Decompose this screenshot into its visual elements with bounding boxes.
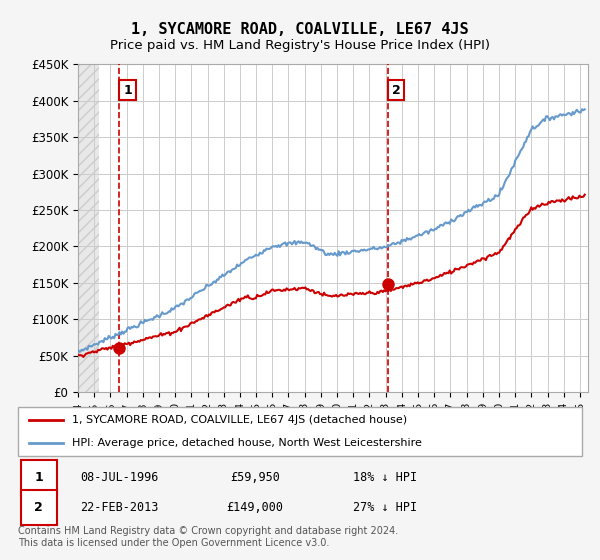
Text: 22-FEB-2013: 22-FEB-2013: [80, 501, 159, 514]
Text: £59,950: £59,950: [230, 472, 280, 484]
Text: 1: 1: [123, 83, 132, 96]
Bar: [21, 460, 58, 496]
Text: HPI: Average price, detached house, North West Leicestershire: HPI: Average price, detached house, Nort…: [71, 438, 421, 448]
Text: 2: 2: [34, 501, 43, 514]
Text: 27% ↓ HPI: 27% ↓ HPI: [353, 501, 416, 514]
Bar: [21, 489, 58, 525]
Text: 18% ↓ HPI: 18% ↓ HPI: [353, 472, 416, 484]
Text: £149,000: £149,000: [226, 501, 283, 514]
Text: 2: 2: [392, 83, 401, 96]
Text: Price paid vs. HM Land Registry's House Price Index (HPI): Price paid vs. HM Land Registry's House …: [110, 39, 490, 52]
Text: 1, SYCAMORE ROAD, COALVILLE, LE67 4JS (detached house): 1, SYCAMORE ROAD, COALVILLE, LE67 4JS (d…: [71, 416, 407, 426]
Text: Contains HM Land Registry data © Crown copyright and database right 2024.
This d: Contains HM Land Registry data © Crown c…: [18, 526, 398, 548]
Text: 1: 1: [34, 472, 43, 484]
Bar: [78, 64, 99, 392]
Text: 08-JUL-1996: 08-JUL-1996: [80, 472, 159, 484]
Text: 1, SYCAMORE ROAD, COALVILLE, LE67 4JS: 1, SYCAMORE ROAD, COALVILLE, LE67 4JS: [131, 22, 469, 38]
